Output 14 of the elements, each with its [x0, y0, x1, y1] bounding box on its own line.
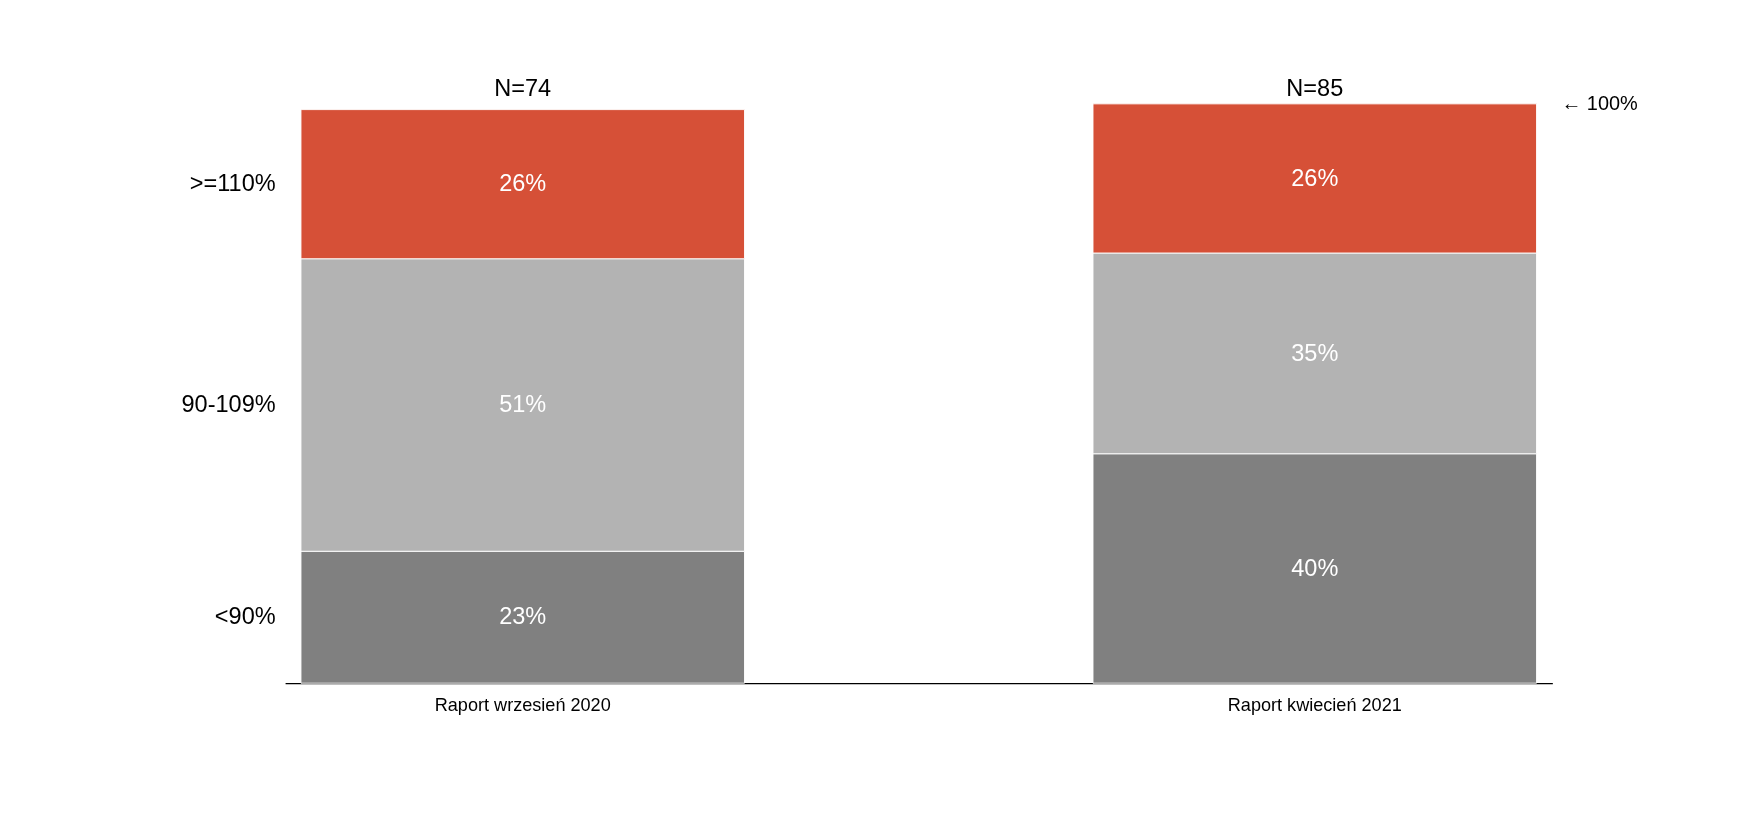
- data-label: 35%: [1291, 339, 1339, 366]
- text: N=85: [1286, 74, 1344, 101]
- data-label: 40%: [1291, 554, 1339, 581]
- x-tick-label: Raport wrzesień 2020: [434, 694, 611, 715]
- text: N=74: [494, 74, 552, 101]
- data-label: 26%: [499, 170, 547, 197]
- x-tick-label: Raport kwiecień 2021: [1227, 694, 1402, 715]
- series-label: >=110%: [189, 170, 276, 197]
- series-label: <90%: [214, 603, 276, 630]
- data-label: 26%: [1291, 164, 1339, 191]
- series-label: 90-109%: [181, 391, 276, 418]
- data-label: 51%: [499, 391, 547, 418]
- data-label: 23%: [499, 603, 547, 630]
- text: ← 100%: [1561, 92, 1638, 115]
